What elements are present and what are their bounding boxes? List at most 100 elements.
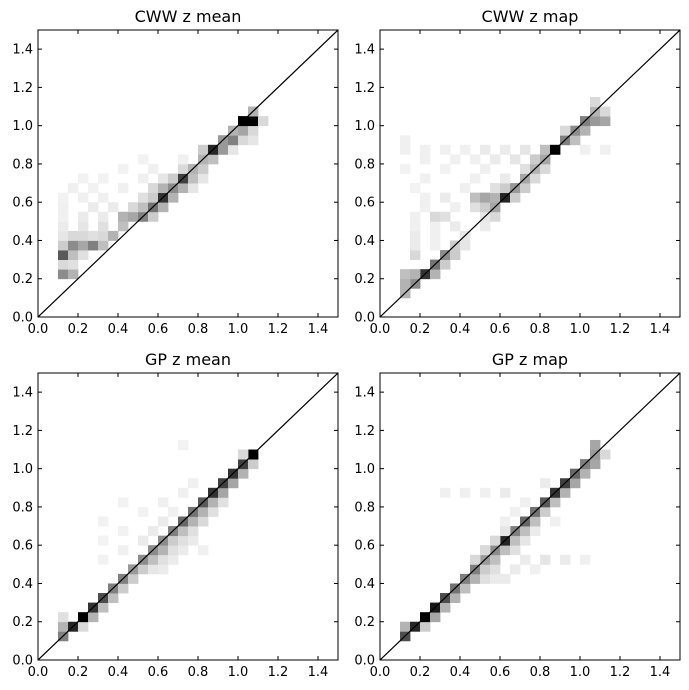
heatmap-cell	[218, 487, 229, 498]
heatmap-cell	[470, 573, 481, 584]
identity-line	[38, 30, 338, 317]
heatmap-cell	[550, 516, 561, 527]
heatmap-cell	[460, 144, 471, 155]
heatmap-cell	[550, 497, 561, 508]
x-tick-label: 1.2	[268, 665, 289, 680]
heatmap-cell	[58, 202, 69, 213]
heatmap-cell	[118, 183, 129, 194]
heatmap-cell	[510, 564, 521, 575]
y-tick-label: 0.0	[12, 311, 33, 326]
heatmap-cell	[470, 154, 481, 165]
heatmap-cell	[430, 230, 441, 241]
heatmap-cell	[540, 554, 551, 565]
heatmap-cell	[460, 583, 471, 594]
heatmap-cell	[58, 240, 69, 251]
heatmap-cell	[128, 202, 139, 213]
heatmap-cell	[118, 221, 129, 232]
identity-line	[38, 373, 338, 660]
heatmap-cell	[118, 497, 129, 508]
heatmap-cell	[78, 221, 89, 232]
heatmap-cell	[470, 554, 481, 565]
chart-title: CWW z mean	[135, 7, 242, 26]
heatmap-cell	[490, 192, 501, 203]
y-tick-label: 0.6	[354, 196, 375, 211]
heatmap-cell	[520, 526, 531, 537]
heatmap-cell	[430, 240, 441, 251]
heatmap-cell	[530, 526, 541, 537]
heatmap-cell	[58, 621, 69, 632]
heatmap-cell	[138, 506, 149, 517]
x-tick-label: 0.2	[410, 665, 431, 680]
heatmap-cell	[560, 125, 571, 136]
heatmap-cell	[460, 240, 471, 251]
heatmap-cell	[430, 211, 441, 222]
heatmap-cell	[188, 516, 199, 527]
heatmap-cell	[590, 439, 601, 450]
heatmap-cell	[98, 230, 109, 241]
heatmap-cell	[510, 545, 521, 556]
y-tick-label: 1.4	[354, 43, 375, 58]
x-tick-label: 0.2	[68, 322, 89, 337]
heatmap-cell	[440, 163, 451, 174]
heatmap-cell	[168, 545, 179, 556]
heatmap-cell	[198, 506, 209, 517]
heatmap-cell	[138, 192, 149, 203]
heatmap-cell	[400, 278, 411, 289]
heatmap-cell	[138, 173, 149, 184]
heatmap-cell	[540, 163, 551, 174]
heatmap-cell	[570, 135, 581, 146]
heatmap-cell	[178, 487, 189, 498]
y-tick-label: 1.0	[12, 462, 33, 477]
x-tick-label: 1.2	[610, 665, 631, 680]
heatmap-cell	[148, 554, 159, 565]
heatmap-cell	[148, 192, 159, 203]
heatmap-cell	[490, 554, 501, 565]
heatmap-cell	[78, 621, 89, 632]
y-tick-label: 1.2	[354, 81, 375, 96]
heatmap-cell	[530, 173, 541, 184]
heatmap-cell	[198, 163, 209, 174]
heatmap-cell	[148, 183, 159, 194]
heatmap-cell	[490, 183, 501, 194]
heatmap-cell	[88, 240, 99, 251]
heatmap-cell	[540, 144, 551, 155]
heatmap-cell	[148, 564, 159, 575]
heatmap-cell	[600, 449, 611, 460]
heatmap-cell	[580, 125, 591, 136]
x-tick-label: 1.4	[308, 322, 329, 337]
heatmap-cell	[88, 230, 99, 241]
heatmap-cell	[138, 154, 149, 165]
heatmap-cell	[158, 564, 169, 575]
heatmap-cell	[500, 173, 511, 184]
y-tick-label: 1.2	[12, 424, 33, 439]
heatmap-cell	[480, 487, 491, 498]
heatmap-cell	[228, 478, 239, 489]
heatmap-cell	[258, 116, 269, 127]
axes-frame	[379, 372, 681, 661]
heatmap-cell	[158, 554, 169, 565]
heatmap-cell	[420, 202, 431, 213]
heatmap-cell	[480, 573, 491, 584]
heatmap-cell	[88, 202, 99, 213]
heatmap-cell	[580, 554, 591, 565]
heatmap-cell	[480, 202, 491, 213]
heatmap-cell	[148, 526, 159, 537]
heatmap-cell	[58, 259, 69, 270]
heatmap-cell	[450, 593, 461, 603]
heatmap-cell	[480, 192, 491, 203]
heatmap-cell	[108, 230, 119, 241]
heatmap-cell	[590, 96, 601, 107]
heatmap-cell	[138, 202, 149, 213]
heatmap-cell	[118, 211, 129, 222]
heatmap-cell	[400, 621, 411, 632]
heatmap-cell	[78, 240, 89, 251]
heatmap-cell	[68, 230, 79, 241]
heatmap-cell	[228, 144, 239, 155]
heatmap-cell	[440, 144, 451, 155]
heatmap-cell	[400, 135, 411, 146]
heatmap-cell	[108, 593, 119, 603]
heatmap-cell	[440, 487, 451, 498]
heatmap-cell	[118, 583, 129, 594]
chart-title: GP z mean	[145, 350, 231, 369]
